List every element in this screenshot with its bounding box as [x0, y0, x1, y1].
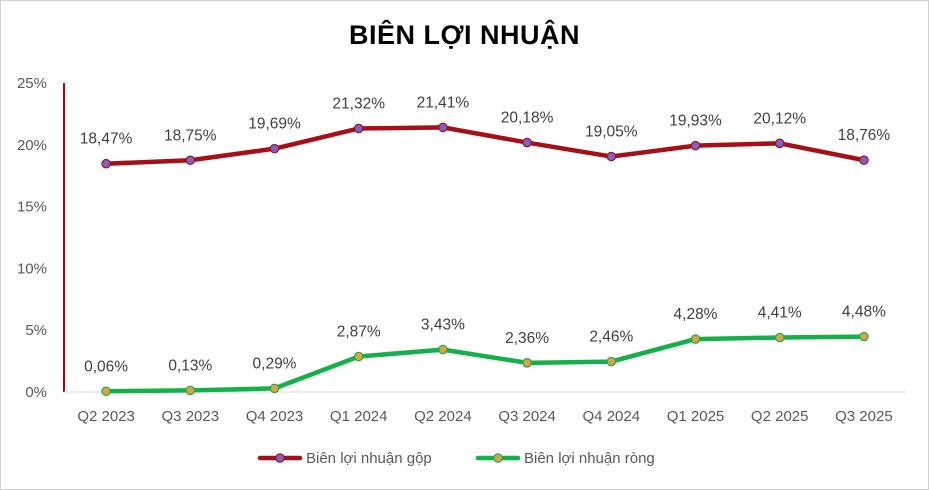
- legend-label-1: Biên lợi nhuận gộp: [306, 450, 432, 467]
- data-label: 2,36%: [505, 330, 549, 347]
- data-label: 19,05%: [585, 124, 638, 141]
- chart-title: BIÊN LỢI NHUẬN: [348, 20, 581, 50]
- data-label: 18,75%: [164, 127, 217, 144]
- data-point: [522, 358, 532, 368]
- data-point: [101, 158, 111, 169]
- data-label: 4,48%: [842, 304, 886, 321]
- data-point: [101, 386, 111, 397]
- data-label: 18,76%: [838, 127, 891, 144]
- data-label: 3,43%: [421, 317, 465, 334]
- data-label: 20,12%: [753, 110, 806, 127]
- data-label: 4,28%: [674, 306, 718, 323]
- data-point: [859, 155, 869, 165]
- data-label: 18,47%: [80, 131, 133, 148]
- x-tick-label: Q2 2025: [751, 408, 809, 425]
- data-label: 2,46%: [589, 329, 633, 346]
- x-tick-label: Q1 2024: [330, 408, 388, 425]
- data-label: 20,18%: [501, 110, 554, 127]
- data-point: [606, 151, 617, 162]
- x-tick-label: Q2 2024: [414, 408, 472, 425]
- data-point: [269, 383, 280, 394]
- x-tick-label: Q4 2024: [583, 408, 641, 425]
- data-point: [606, 356, 617, 367]
- data-label: 19,93%: [669, 113, 722, 130]
- data-point: [185, 385, 196, 396]
- data-point: [774, 332, 785, 343]
- x-tick-label: Q2 2023: [77, 408, 135, 425]
- data-label: 4,41%: [758, 304, 802, 321]
- data-label: 21,32%: [332, 95, 385, 112]
- y-tick-label: 25%: [17, 75, 47, 92]
- y-tick-label: 15%: [17, 199, 47, 216]
- y-tick-label: 20%: [17, 137, 47, 154]
- data-point: [269, 143, 280, 154]
- series-line-2: [103, 334, 867, 394]
- y-tick-label: 0%: [25, 384, 47, 401]
- x-tick-label: Q1 2025: [667, 408, 725, 425]
- data-point: [522, 137, 532, 148]
- y-tick-label: 5%: [25, 322, 47, 339]
- data-point: [353, 123, 364, 134]
- data-point: [185, 155, 196, 166]
- series-line-1: [103, 125, 867, 166]
- x-tick-label: Q4 2023: [246, 408, 304, 425]
- data-label: 2,87%: [337, 324, 381, 341]
- data-point: [690, 334, 701, 344]
- data-label: 19,69%: [248, 116, 301, 133]
- x-tick-label: Q3 2024: [498, 408, 556, 425]
- x-tick-label: Q3 2023: [162, 408, 220, 425]
- data-point: [438, 122, 448, 133]
- legend-marker-2: [493, 453, 503, 463]
- data-point: [774, 138, 785, 149]
- data-label: 0,29%: [253, 355, 297, 372]
- data-point: [690, 140, 701, 151]
- data-label: 0,06%: [84, 358, 128, 375]
- legend-label-2: Biên lợi nhuận ròng: [524, 450, 655, 467]
- y-tick-label: 10%: [17, 260, 47, 277]
- data-label: 0,13%: [168, 357, 212, 374]
- data-label: 21,41%: [417, 94, 470, 111]
- data-point: [353, 351, 364, 362]
- data-point: [438, 344, 448, 355]
- data-point: [859, 331, 869, 342]
- x-tick-label: Q3 2025: [835, 408, 893, 425]
- legend-marker-1: [275, 453, 285, 463]
